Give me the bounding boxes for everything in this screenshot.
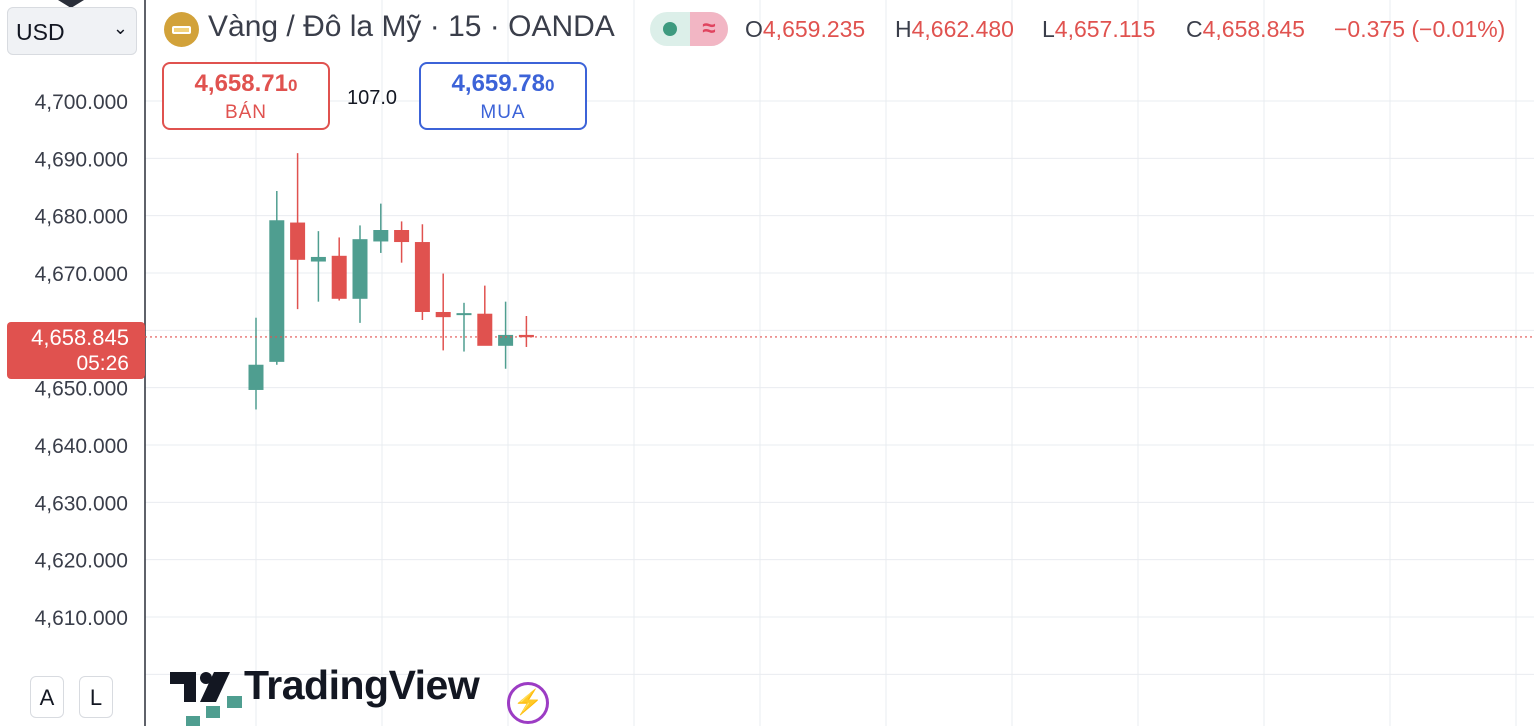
ohlc-close-label: C	[1186, 16, 1203, 42]
ohlc-change-value: −0.375 (−0.01%)	[1334, 16, 1506, 42]
price-tick-label: 4,650.000	[35, 378, 128, 401]
tradingview-watermark: TradingView	[244, 662, 480, 708]
last-price-value: 4,658.845	[31, 325, 129, 350]
symbol-title[interactable]: Vàng / Đô la Mỹ · 15 · OANDA	[208, 10, 615, 43]
candle-body	[331, 255, 347, 299]
candle-body	[435, 311, 451, 318]
candle-body	[373, 230, 389, 242]
auto-scale-button[interactable]: A	[30, 676, 64, 718]
candle-body	[310, 256, 326, 262]
bar-countdown: 05:26	[76, 352, 129, 375]
ohlc-change: −0.375 (−0.01%)	[1334, 16, 1505, 43]
market-open-dot-icon	[663, 22, 677, 36]
candles	[248, 153, 534, 410]
price-tick-label: 4,620.000	[35, 550, 128, 573]
ohlc-open-value: 4,659.235	[762, 16, 866, 42]
price-tick-label: 4,640.000	[35, 435, 128, 458]
dropdown-notch	[58, 0, 84, 8]
candle-body	[518, 334, 534, 338]
sell-price-sub: 0	[287, 76, 298, 95]
ohlc-high-label: H	[895, 16, 912, 42]
price-tick-label: 4,610.000	[35, 607, 128, 630]
candle-body	[269, 220, 285, 362]
ohlc-low-label: L	[1042, 16, 1055, 42]
gold-bar-icon	[164, 12, 199, 47]
currency-value: USD	[16, 19, 65, 45]
buy-price: 4,659.780	[421, 70, 585, 98]
sell-price-main: 4,658.71	[194, 70, 288, 97]
spread-value: 107.0	[347, 87, 398, 109]
buy-button[interactable]: 4,659.780 MUA	[419, 62, 587, 130]
last-price-tag: 4,658.845 05:26	[7, 322, 145, 379]
candle-body	[248, 364, 264, 390]
ohlc-close: C4,658.845	[1186, 16, 1305, 43]
candle-body	[414, 242, 430, 312]
lightning-icon[interactable]: ⚡	[507, 682, 549, 724]
delayed-data-icon: ≈	[690, 12, 728, 46]
log-scale-button[interactable]: L	[79, 676, 113, 718]
price-tick-label: 4,680.000	[35, 206, 128, 229]
price-tick-label: 4,690.000	[35, 148, 128, 171]
sell-label: BÁN	[224, 102, 268, 123]
chevron-down-icon: ⌄	[112, 18, 128, 38]
ohlc-open-label: O	[745, 16, 763, 42]
ohlc-high-value: 4,662.480	[911, 16, 1014, 42]
ohlc-low: L4,657.115	[1042, 16, 1155, 43]
price-tick-label: 4,670.000	[35, 263, 128, 286]
buy-price-sub: 0	[544, 76, 555, 95]
buy-price-main: 4,659.78	[451, 70, 545, 97]
buy-label: MUA	[480, 102, 526, 123]
currency-selector[interactable]: USD ⌄	[7, 7, 137, 55]
ohlc-close-value: 4,658.845	[1202, 16, 1305, 42]
candle-body	[498, 334, 514, 346]
candle-body	[477, 313, 493, 346]
sell-button[interactable]: 4,658.710 BÁN	[162, 62, 330, 130]
candle-body	[394, 230, 410, 243]
tradingview-logo-icon	[170, 672, 242, 726]
candle-body	[456, 313, 472, 316]
ohlc-low-value: 4,657.115	[1054, 16, 1156, 42]
market-status[interactable]: ≈	[650, 12, 728, 46]
candle-body	[290, 222, 306, 260]
candle-body	[352, 239, 368, 299]
sell-price: 4,658.710	[164, 70, 328, 98]
ohlc-open: O4,659.235	[745, 16, 865, 43]
price-tick-label: 4,700.000	[35, 91, 128, 114]
price-tick-label: 4,630.000	[35, 492, 128, 515]
ohlc-high: H4,662.480	[895, 16, 1014, 43]
